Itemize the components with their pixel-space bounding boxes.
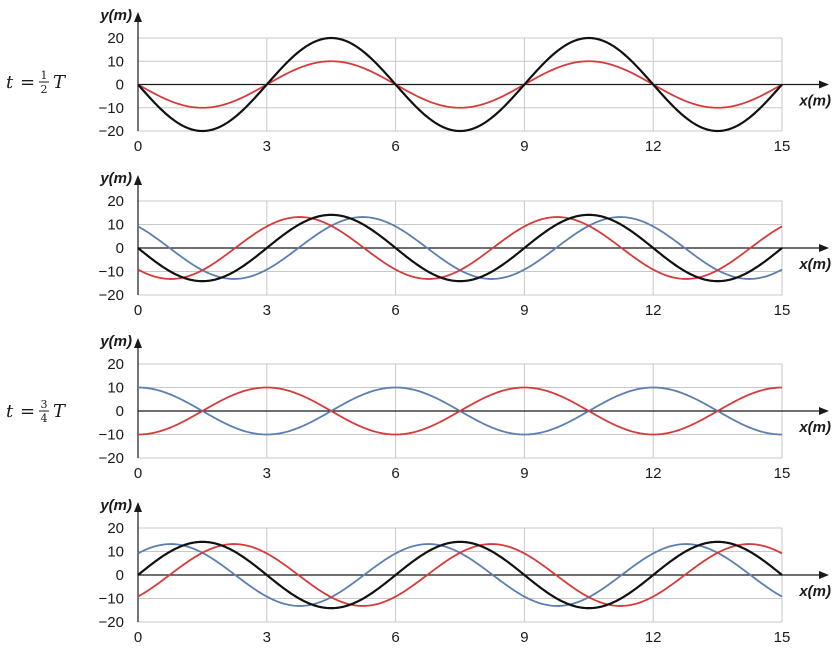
frac-num: 3 <box>41 398 48 411</box>
y-tick-label: 20 <box>107 356 124 373</box>
x-axis-label: x(m) <box>798 93 831 110</box>
y-axis-arrow <box>134 12 142 22</box>
x-tick-label: 12 <box>645 629 662 646</box>
x-tick-label: 12 <box>645 465 662 482</box>
x-tick-label: 6 <box>391 629 399 646</box>
y-axis-arrow <box>134 338 142 348</box>
x-tick-label: 0 <box>134 629 142 646</box>
frac-den: 2 <box>41 83 48 96</box>
time-label: t = 12 T <box>6 69 67 96</box>
x-tick-label: 0 <box>134 465 142 482</box>
time-eq: = <box>20 401 35 422</box>
time-var: t <box>6 72 14 93</box>
frac-num: 1 <box>41 69 48 82</box>
series-line <box>137 543 783 607</box>
y-tick-label: 0 <box>116 567 124 584</box>
y-tick-label: 10 <box>107 53 124 70</box>
x-tick-label: 6 <box>391 302 399 319</box>
y-tick-label: −20 <box>99 123 124 140</box>
x-tick-label: 6 <box>391 465 399 482</box>
x-tick-label: 12 <box>645 138 662 155</box>
x-tick-label: 3 <box>263 138 271 155</box>
x-tick-label: 15 <box>774 465 791 482</box>
x-tick-label: 3 <box>263 465 271 482</box>
y-tick-label: −10 <box>99 591 124 608</box>
x-axis-arrow <box>819 571 829 579</box>
y-tick-label: −20 <box>99 450 124 467</box>
series-line <box>137 36 783 133</box>
panel-2: 20 10 0 −10 −20 0 3 6 9 12 15 y(m) x(m) <box>99 170 831 319</box>
x-tick-label: 12 <box>645 302 662 319</box>
y-axis-arrow <box>134 175 142 185</box>
frac-den: 4 <box>41 412 48 425</box>
time-var: t <box>6 401 14 422</box>
x-tick-label: 9 <box>520 302 528 319</box>
x-tick-label: 9 <box>520 629 528 646</box>
y-tick-label: 20 <box>107 520 124 537</box>
y-tick-label: 10 <box>107 544 124 561</box>
panel-4: 20 10 0 −10 −20 0 3 6 9 12 15 y(m) x(m) <box>99 497 831 646</box>
x-tick-label: 9 <box>520 138 528 155</box>
y-tick-label: 20 <box>107 30 124 47</box>
series-line <box>137 386 783 436</box>
x-axis-label: x(m) <box>798 419 831 436</box>
time-period: T <box>53 72 67 93</box>
series-line <box>137 216 783 280</box>
x-tick-label: 6 <box>391 138 399 155</box>
time-label: t = 34 T <box>6 398 67 425</box>
x-tick-label: 0 <box>134 138 142 155</box>
y-tick-label: 0 <box>116 77 124 94</box>
x-tick-label: 3 <box>263 302 271 319</box>
y-tick-label: −10 <box>99 264 124 281</box>
y-axis-label: y(m) <box>99 170 132 187</box>
y-tick-label: 0 <box>116 403 124 420</box>
x-tick-label: 0 <box>134 302 142 319</box>
x-axis-arrow <box>819 407 829 415</box>
x-tick-label: 15 <box>774 629 791 646</box>
x-axis-label: x(m) <box>798 256 831 273</box>
y-axis-label: y(m) <box>99 7 132 24</box>
y-axis-label: y(m) <box>99 497 132 514</box>
x-axis-arrow <box>819 244 829 252</box>
series-line <box>137 60 783 109</box>
x-axis-arrow <box>819 80 829 89</box>
y-tick-label: 20 <box>107 193 124 210</box>
x-tick-label: 15 <box>774 302 791 319</box>
y-tick-label: −20 <box>99 614 124 631</box>
y-axis-arrow <box>134 502 142 512</box>
time-eq: = <box>20 72 35 93</box>
y-tick-label: 0 <box>116 240 124 257</box>
x-tick-label: 9 <box>520 465 528 482</box>
x-axis-label: x(m) <box>798 583 831 600</box>
y-tick-label: −10 <box>99 100 124 117</box>
series-line <box>137 213 783 283</box>
y-axis-label: y(m) <box>99 333 132 350</box>
x-tick-label: 15 <box>774 138 791 155</box>
y-tick-label: −10 <box>99 427 124 444</box>
x-tick-label: 3 <box>263 629 271 646</box>
y-tick-label: −20 <box>99 287 124 304</box>
y-tick-label: 10 <box>107 217 124 234</box>
time-period: T <box>53 401 67 422</box>
y-tick-label: 10 <box>107 380 124 397</box>
series-line <box>137 540 783 610</box>
